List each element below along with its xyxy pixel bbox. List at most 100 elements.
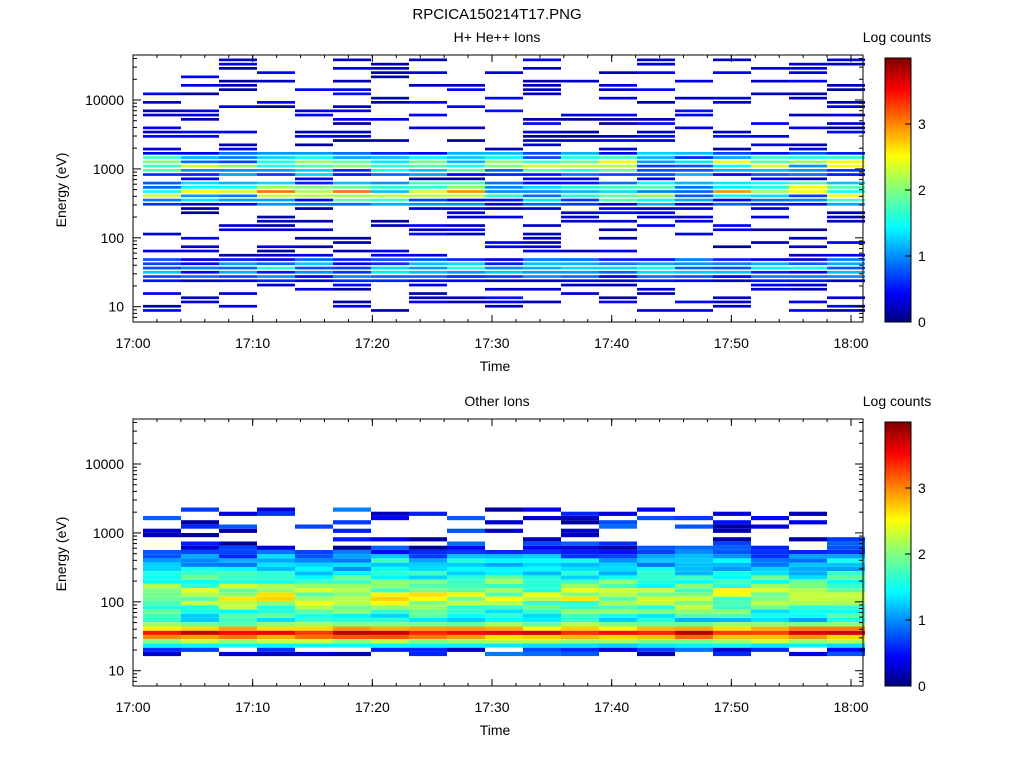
heatmap-cell [751, 258, 789, 261]
heatmap-cell [371, 600, 409, 606]
heatmap-cell [599, 300, 637, 304]
heatmap-cell [485, 270, 523, 274]
heatmap-cell [599, 605, 637, 610]
heatmap-cell [409, 266, 447, 270]
heatmap-cell [219, 198, 257, 202]
heatmap-cell [637, 617, 675, 623]
heatmap-cell [257, 600, 295, 606]
y-axis: 10 100 1000 10000 [85, 422, 863, 687]
heatmap-cell [219, 292, 257, 295]
heatmap-cell [827, 113, 865, 117]
heatmap-cell [333, 626, 371, 631]
heatmap-cell [599, 84, 637, 87]
heatmap-cell [181, 541, 219, 546]
heatmap-cell [181, 249, 219, 253]
heatmap-cell [447, 558, 485, 563]
x-tick-label: 17:30 [474, 699, 509, 715]
heatmap-cell [561, 283, 599, 287]
heatmap-cell [713, 304, 751, 308]
heatmap-cell [637, 262, 675, 266]
heatmap-cell [371, 152, 409, 155]
heatmap-cell [637, 639, 675, 644]
heatmap-cell [181, 613, 219, 618]
heatmap-cell [143, 92, 181, 96]
heatmap-cell [599, 630, 637, 635]
heatmap-cell [713, 262, 751, 266]
heatmap-cell [143, 147, 181, 151]
heatmap-cell [485, 207, 523, 210]
heatmap-cell [637, 287, 675, 291]
heatmap-cell [675, 109, 713, 113]
heatmap-cell [827, 613, 865, 618]
heatmap-cell [713, 605, 751, 610]
heatmap-cell [257, 262, 295, 266]
heatmap-cell [485, 296, 523, 300]
heatmap-cell [485, 609, 523, 614]
heatmap-cell [219, 524, 257, 529]
heatmap-cell [181, 558, 219, 563]
heatmap-cell [295, 245, 333, 249]
heatmap-cell [447, 596, 485, 601]
heatmap-cell [257, 550, 295, 555]
heatmap-cell [295, 571, 333, 576]
heatmap-cell [789, 617, 827, 623]
heatmap-cell [561, 520, 599, 525]
heatmap-cell [409, 262, 447, 266]
heatmap-cell [789, 194, 827, 198]
heatmap-cell [561, 533, 599, 538]
heatmap-cell [143, 232, 181, 236]
heatmap-cell [827, 304, 865, 308]
heatmap-cell [599, 190, 637, 193]
heatmap-cell [827, 262, 865, 266]
heatmap-cell [447, 647, 485, 652]
heatmap-cell [371, 173, 409, 176]
heatmap-cell [523, 270, 561, 274]
heatmap-cell [789, 651, 827, 657]
heatmap-cell [789, 245, 827, 249]
heatmap-cell [637, 122, 675, 125]
heatmap-cell [713, 58, 751, 62]
heatmap-cell [599, 147, 637, 151]
heatmap-cell [599, 639, 637, 644]
heatmap-cell [675, 262, 713, 266]
heatmap-cell [675, 596, 713, 601]
heatmap-cell [295, 177, 333, 181]
heatmap-cell [561, 613, 599, 618]
heatmap-cell [675, 300, 713, 304]
heatmap-cell [637, 596, 675, 601]
heatmap-cell [637, 622, 675, 627]
heatmap-cell [599, 554, 637, 559]
heatmap-cell [143, 164, 181, 168]
heatmap-cell [333, 270, 371, 274]
heatmap-cell [371, 202, 409, 206]
heatmap-cell [219, 160, 257, 164]
heatmap-cell [637, 173, 675, 176]
x-tick-label: 17:50 [714, 335, 749, 351]
heatmap-cell [295, 634, 333, 640]
heatmap-cell [333, 139, 371, 142]
heatmap-cell [181, 275, 219, 278]
heatmap-cell [447, 275, 485, 278]
heatmap-cell [409, 537, 447, 542]
heatmap-cell [713, 579, 751, 584]
heatmap-cell [295, 194, 333, 198]
heatmap-cell [333, 92, 371, 96]
heatmap-cell [789, 300, 827, 304]
heatmap-cell [219, 88, 257, 91]
heatmap-cell [713, 622, 751, 627]
heatmap-cell [447, 164, 485, 168]
heatmap-cell [789, 152, 827, 155]
heatmap-cell [143, 575, 181, 580]
x-tick-label: 17:50 [714, 699, 749, 715]
heatmap-cell [523, 622, 561, 627]
heatmap-cell [599, 152, 637, 155]
heatmap-cell [751, 202, 789, 206]
heatmap-cell [789, 511, 827, 516]
heatmap-cell [447, 270, 485, 274]
heatmap-cell [257, 253, 295, 257]
heatmap-cell [181, 92, 219, 96]
heatmap-cell [295, 219, 333, 223]
panel-h-he-ions: H+ He++ Ions Log counts 17:00 17:10 17:20 1… [53, 29, 931, 374]
heatmap-cell [181, 173, 219, 176]
heatmap-cell [447, 173, 485, 176]
